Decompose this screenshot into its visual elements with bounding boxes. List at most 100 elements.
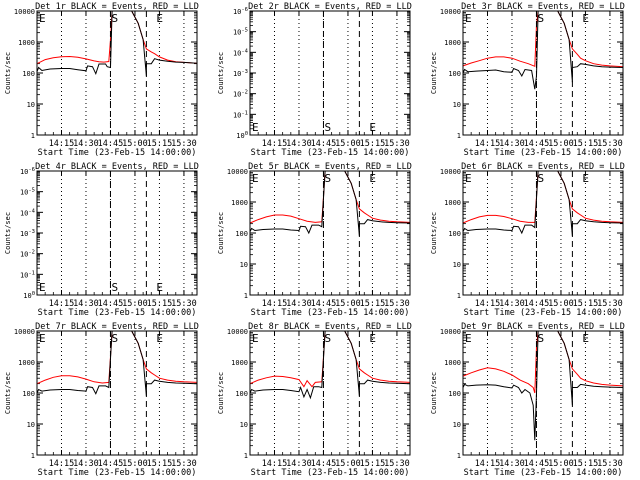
x-tick-label: 14:30 <box>499 299 525 309</box>
series-events-line <box>249 170 411 237</box>
detector-panel: Det 4r BLACK = Events, RED = LLD Counts/s… <box>4 162 199 318</box>
y-tick-label: 1000 <box>444 39 461 47</box>
plot-frame <box>249 10 411 136</box>
y-tick-label: 10-4 <box>233 48 249 57</box>
x-tick-label: 14:30 <box>73 299 99 309</box>
y-axis-label: Counts/sec <box>4 212 12 254</box>
x-tick-label: 14:45 <box>98 459 124 469</box>
y-axis-label: Counts/sec <box>217 212 225 254</box>
x-axis-label: Start Time (23-Feb-15 14:00:00) <box>251 308 410 318</box>
panel-title: Det 7r BLACK = Events, RED = LLD <box>35 322 199 332</box>
y-tick-label: 10-3 <box>233 69 248 78</box>
x-tick-label: 15:30 <box>384 459 410 469</box>
left-edge-marker-label: E <box>39 12 46 25</box>
start-marker-label: S <box>324 332 331 345</box>
y-tick-label: 1 <box>244 292 248 300</box>
x-tick-label: 14:30 <box>499 139 525 149</box>
end-marker-label: E <box>369 121 376 134</box>
y-tick-label: 10 <box>27 421 35 429</box>
left-edge-marker-label: E <box>252 332 259 345</box>
x-axis-label: Start Time (23-Feb-15 14:00:00) <box>38 308 197 318</box>
y-tick-label: 10 <box>240 261 248 269</box>
y-tick-label: 10000 <box>440 328 461 336</box>
x-tick-label: 14:45 <box>311 459 337 469</box>
plot-frame <box>462 170 624 296</box>
x-tick-label: 15:00 <box>335 139 361 149</box>
y-tick-label: 10000 <box>14 8 35 16</box>
x-tick-label: 15:15 <box>360 139 386 149</box>
y-tick-label: 10-4 <box>20 208 36 217</box>
panel-title: Det 2r BLACK = Events, RED = LLD <box>248 2 412 12</box>
series-events-line <box>249 330 411 400</box>
y-axis-label: Counts/sec <box>4 52 12 94</box>
left-edge-marker-label: E <box>39 281 46 294</box>
x-axis-label: Start Time (23-Feb-15 14:00:00) <box>464 468 623 478</box>
left-edge-marker-label: E <box>465 12 472 25</box>
plot-frame <box>36 170 198 296</box>
y-tick-label: 10000 <box>227 168 248 176</box>
y-tick-label: 1 <box>31 132 35 140</box>
panel-title: Det 1r BLACK = Events, RED = LLD <box>35 2 199 12</box>
end-marker-label: E <box>156 332 163 345</box>
y-axis-label: Counts/sec <box>4 372 12 414</box>
y-axis-label: Counts/sec <box>217 372 225 414</box>
detector-panel: Det 8r BLACK = Events, RED = LLD Counts/s… <box>217 322 412 478</box>
x-tick-label: 15:00 <box>122 139 148 149</box>
x-tick-label: 14:15 <box>475 139 501 149</box>
x-tick-label: 14:15 <box>49 139 75 149</box>
x-tick-label: 15:00 <box>335 299 361 309</box>
start-marker-label: S <box>324 172 331 185</box>
y-tick-label: 100 <box>236 131 248 140</box>
left-edge-marker-label: E <box>465 172 472 185</box>
detector-panel: Det 6r BLACK = Events, RED = LLD Counts/s… <box>430 162 625 318</box>
detector-panel: Det 2r BLACK = Events, RED = LLD Counts/s… <box>217 2 412 158</box>
plot-frame <box>249 170 411 296</box>
x-tick-label: 14:15 <box>262 299 288 309</box>
y-tick-label: 10-6 <box>20 167 35 176</box>
series-events-line <box>462 330 624 441</box>
x-tick-label: 14:15 <box>262 139 288 149</box>
y-tick-label: 100 <box>448 230 461 238</box>
y-tick-label: 1 <box>244 452 248 460</box>
x-tick-label: 15:30 <box>171 299 197 309</box>
x-tick-label: 14:45 <box>524 459 550 469</box>
y-tick-label: 10-5 <box>233 28 248 37</box>
detector-panel: Det 5r BLACK = Events, RED = LLD Counts/s… <box>217 162 412 318</box>
x-axis-label: Start Time (23-Feb-15 14:00:00) <box>251 148 410 158</box>
y-axis-label: Counts/sec <box>430 372 438 414</box>
y-tick-label: 10-3 <box>20 229 35 238</box>
end-marker-label: E <box>369 332 376 345</box>
series-lld-line <box>462 330 624 394</box>
detector-panel: Det 3r BLACK = Events, RED = LLD Counts/s… <box>430 2 625 158</box>
x-tick-label: 15:30 <box>597 139 623 149</box>
y-tick-label: 10-2 <box>20 250 35 259</box>
x-tick-label: 14:30 <box>499 459 525 469</box>
end-marker-label: E <box>369 172 376 185</box>
y-tick-label: 1000 <box>231 359 248 367</box>
y-tick-label: 1000 <box>444 359 461 367</box>
y-tick-label: 10 <box>453 101 461 109</box>
x-tick-label: 14:15 <box>49 459 75 469</box>
y-tick-label: 1000 <box>231 199 248 207</box>
x-tick-label: 15:15 <box>360 459 386 469</box>
x-tick-label: 15:30 <box>171 459 197 469</box>
plot-frame <box>36 10 198 136</box>
x-tick-label: 15:15 <box>573 299 599 309</box>
left-edge-marker-label: E <box>252 121 259 134</box>
x-tick-label: 15:30 <box>597 299 623 309</box>
y-tick-label: 1 <box>457 132 461 140</box>
x-tick-label: 14:15 <box>475 459 501 469</box>
x-axis-label: Start Time (23-Feb-15 14:00:00) <box>38 468 197 478</box>
y-tick-label: 1 <box>457 292 461 300</box>
x-tick-label: 15:15 <box>573 139 599 149</box>
x-tick-label: 15:30 <box>384 299 410 309</box>
y-tick-label: 10 <box>27 101 35 109</box>
plot-frame <box>36 330 198 456</box>
x-tick-label: 14:15 <box>49 299 75 309</box>
y-axis-label: Counts/sec <box>430 52 438 94</box>
x-tick-label: 15:00 <box>548 139 574 149</box>
y-tick-label: 100 <box>22 390 35 398</box>
start-marker-label: S <box>537 172 544 185</box>
x-tick-label: 14:45 <box>311 299 337 309</box>
y-tick-label: 1 <box>31 452 35 460</box>
